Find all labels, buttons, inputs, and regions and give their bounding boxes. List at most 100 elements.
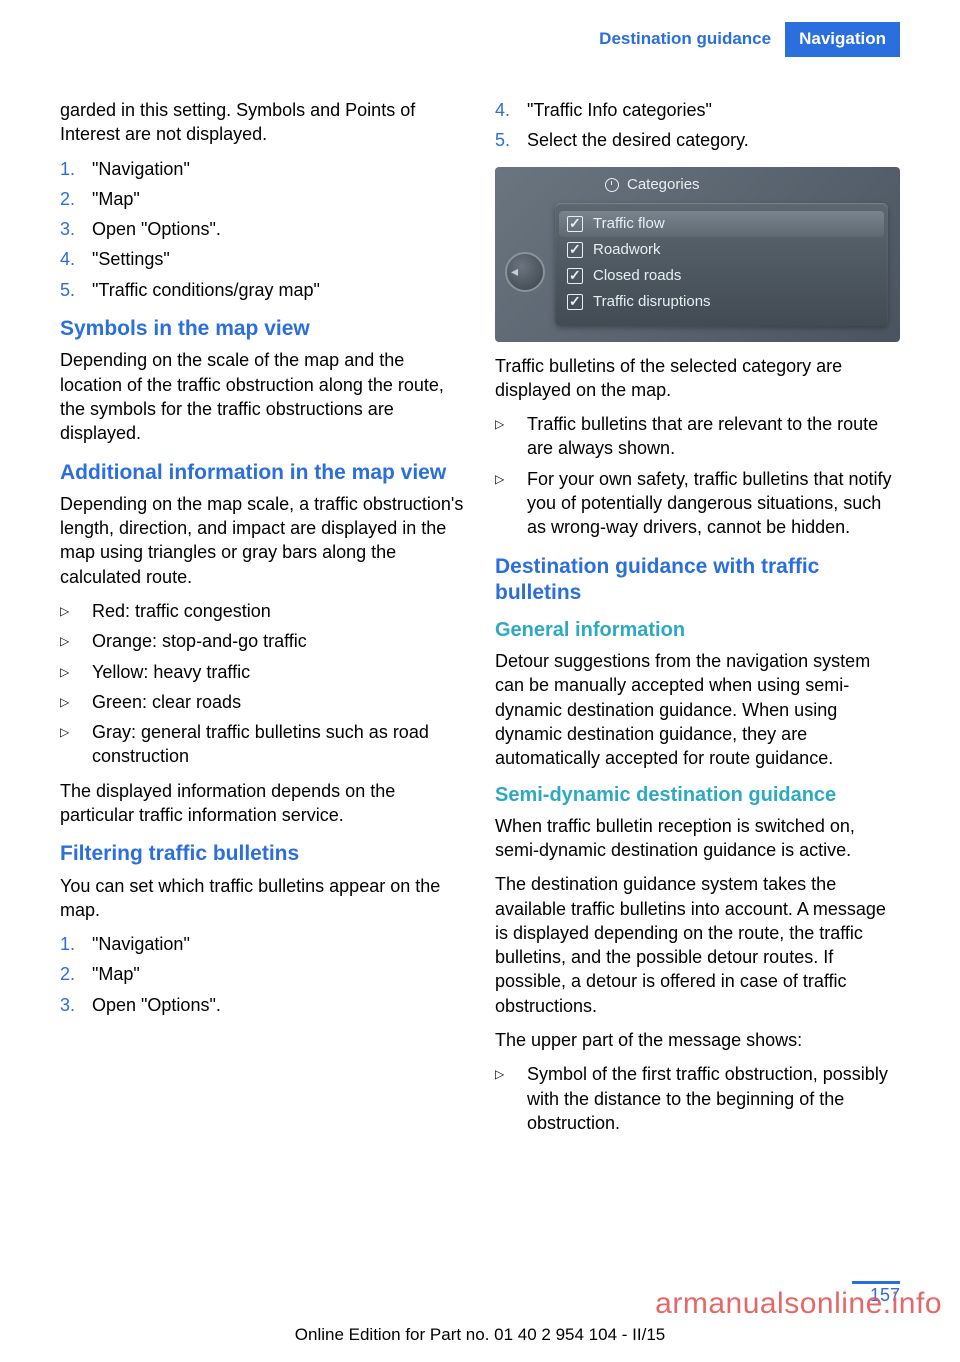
category-row: Traffic flow: [559, 211, 884, 237]
list-text: Gray: general traffic bulletins such as …: [92, 720, 465, 769]
heading-additional-info: Additional information in the map view: [60, 460, 465, 486]
list-text: "Navigation": [92, 157, 190, 181]
list-text: Traffic bulletins that are relevant to t…: [527, 412, 900, 461]
body-text: The displayed information depends on the…: [60, 779, 465, 828]
list-number: 3.: [60, 993, 92, 1017]
list-number: 2.: [60, 187, 92, 211]
list-text: "Traffic conditions/gray map": [92, 278, 320, 302]
list-text: Green: clear roads: [92, 690, 241, 714]
bullet-icon: ▷: [60, 660, 92, 680]
list-item: 3.Open "Options".: [60, 993, 465, 1017]
body-text: Depending on the scale of the map and th…: [60, 348, 465, 445]
list-text: Red: traffic congestion: [92, 599, 271, 623]
category-row: Traffic disruptions: [567, 289, 876, 315]
heading-general-info: General information: [495, 618, 900, 643]
list-item: ▷Green: clear roads: [60, 690, 465, 714]
bulletins-notes-list: ▷Traffic bulletins that are relevant to …: [495, 412, 900, 539]
list-item: 1."Navigation": [60, 157, 465, 181]
categories-screenshot: Categories Traffic flow Roadwork Closed …: [495, 167, 900, 342]
list-text: "Map": [92, 962, 140, 986]
list-text: For your own safety, traffic bulletins t…: [527, 467, 900, 540]
category-label: Closed roads: [593, 266, 681, 286]
list-number: 4.: [60, 247, 92, 271]
bullet-icon: ▷: [495, 467, 527, 487]
body-text: Detour suggestions from the navigation s…: [495, 649, 900, 770]
list-number: 1.: [60, 932, 92, 956]
list-text: "Map": [92, 187, 140, 211]
list-item: 2."Map": [60, 962, 465, 986]
list-item: 4."Settings": [60, 247, 465, 271]
list-text: "Traffic Info categories": [527, 98, 712, 122]
list-item: ▷Yellow: heavy traffic: [60, 660, 465, 684]
list-text: Open "Options".: [92, 217, 221, 241]
page-header: Destination guidance Navigation: [599, 22, 900, 57]
list-number: 2.: [60, 962, 92, 986]
list-number: 5.: [495, 128, 527, 152]
body-text: Traffic bulletins of the selected catego…: [495, 354, 900, 403]
header-section: Destination guidance: [599, 28, 785, 51]
category-label: Traffic disruptions: [593, 292, 711, 312]
category-row: Roadwork: [567, 237, 876, 263]
body-text: When traffic bulletin reception is switc…: [495, 814, 900, 863]
list-number: 5.: [60, 278, 92, 302]
heading-dest-guidance: Destination guidance with traffic bullet…: [495, 554, 900, 607]
list-number: 1.: [60, 157, 92, 181]
category-label: Traffic flow: [593, 214, 665, 234]
watermark-text: armanualsonline.info: [655, 1284, 942, 1325]
message-shows-list: ▷Symbol of the first traffic obstruction…: [495, 1062, 900, 1135]
list-item: 1."Navigation": [60, 932, 465, 956]
bullet-icon: ▷: [495, 412, 527, 432]
list-item: 2."Map": [60, 187, 465, 211]
checkbox-icon: [567, 268, 583, 284]
checkbox-icon: [567, 242, 583, 258]
bullet-icon: ▷: [60, 629, 92, 649]
bullet-icon: ▷: [60, 690, 92, 710]
list-item: ▷For your own safety, traffic bulletins …: [495, 467, 900, 540]
list-item: ▷Gray: general traffic bulletins such as…: [60, 720, 465, 769]
list-item: 3.Open "Options".: [60, 217, 465, 241]
list-text: "Navigation": [92, 932, 190, 956]
checkbox-icon: [567, 216, 583, 232]
category-label: Roadwork: [593, 240, 661, 260]
category-row: Closed roads: [567, 263, 876, 289]
footer-text: Online Edition for Part no. 01 40 2 954 …: [0, 1324, 960, 1347]
heading-symbols: Symbols in the map view: [60, 316, 465, 342]
list-text: "Settings": [92, 247, 170, 271]
list-item: 5."Traffic conditions/gray map": [60, 278, 465, 302]
list-item: ▷Orange: stop-and-go traffic: [60, 629, 465, 653]
categories-panel: Traffic flow Roadwork Closed roads Traff…: [555, 203, 888, 326]
body-text: You can set which traffic bulletins appe…: [60, 874, 465, 923]
bullet-icon: ▷: [60, 720, 92, 740]
clock-icon: [605, 178, 619, 192]
body-text: The upper part of the message shows:: [495, 1028, 900, 1052]
screenshot-title-bar: Categories: [605, 175, 700, 195]
right-column: 4."Traffic Info categories" 5.Select the…: [495, 98, 900, 1145]
checkbox-icon: [567, 294, 583, 310]
heading-filtering: Filtering traffic bulletins: [60, 841, 465, 867]
bullet-icon: ▷: [495, 1062, 527, 1082]
idrive-knob-icon: [505, 252, 545, 292]
left-column: garded in this setting. Symbols and Poin…: [60, 98, 465, 1145]
list-item: ▷Red: traffic congestion: [60, 599, 465, 623]
body-text: The destination guidance system takes th…: [495, 872, 900, 1018]
list-number: 4.: [495, 98, 527, 122]
list-text: Open "Options".: [92, 993, 221, 1017]
bullet-icon: ▷: [60, 599, 92, 619]
steps-list-1: 1."Navigation" 2."Map" 3.Open "Options".…: [60, 157, 465, 302]
list-item: 5.Select the desired category.: [495, 128, 900, 152]
list-number: 3.: [60, 217, 92, 241]
heading-semi-dynamic: Semi-dynamic destination guidance: [495, 783, 900, 808]
color-legend-list: ▷Red: traffic congestion ▷Orange: stop-a…: [60, 599, 465, 769]
steps-list-2: 1."Navigation" 2."Map" 3.Open "Options".: [60, 932, 465, 1017]
list-text: Select the desired category.: [527, 128, 749, 152]
list-item: 4."Traffic Info categories": [495, 98, 900, 122]
list-text: Symbol of the first traffic obstruction,…: [527, 1062, 900, 1135]
list-item: ▷Traffic bulletins that are relevant to …: [495, 412, 900, 461]
content-area: garded in this setting. Symbols and Poin…: [60, 98, 900, 1145]
list-text: Yellow: heavy traffic: [92, 660, 250, 684]
header-chapter: Navigation: [785, 22, 900, 57]
intro-text: garded in this setting. Symbols and Poin…: [60, 98, 465, 147]
list-text: Orange: stop-and-go traffic: [92, 629, 307, 653]
screenshot-title: Categories: [627, 175, 700, 195]
steps-list-3: 4."Traffic Info categories" 5.Select the…: [495, 98, 900, 153]
